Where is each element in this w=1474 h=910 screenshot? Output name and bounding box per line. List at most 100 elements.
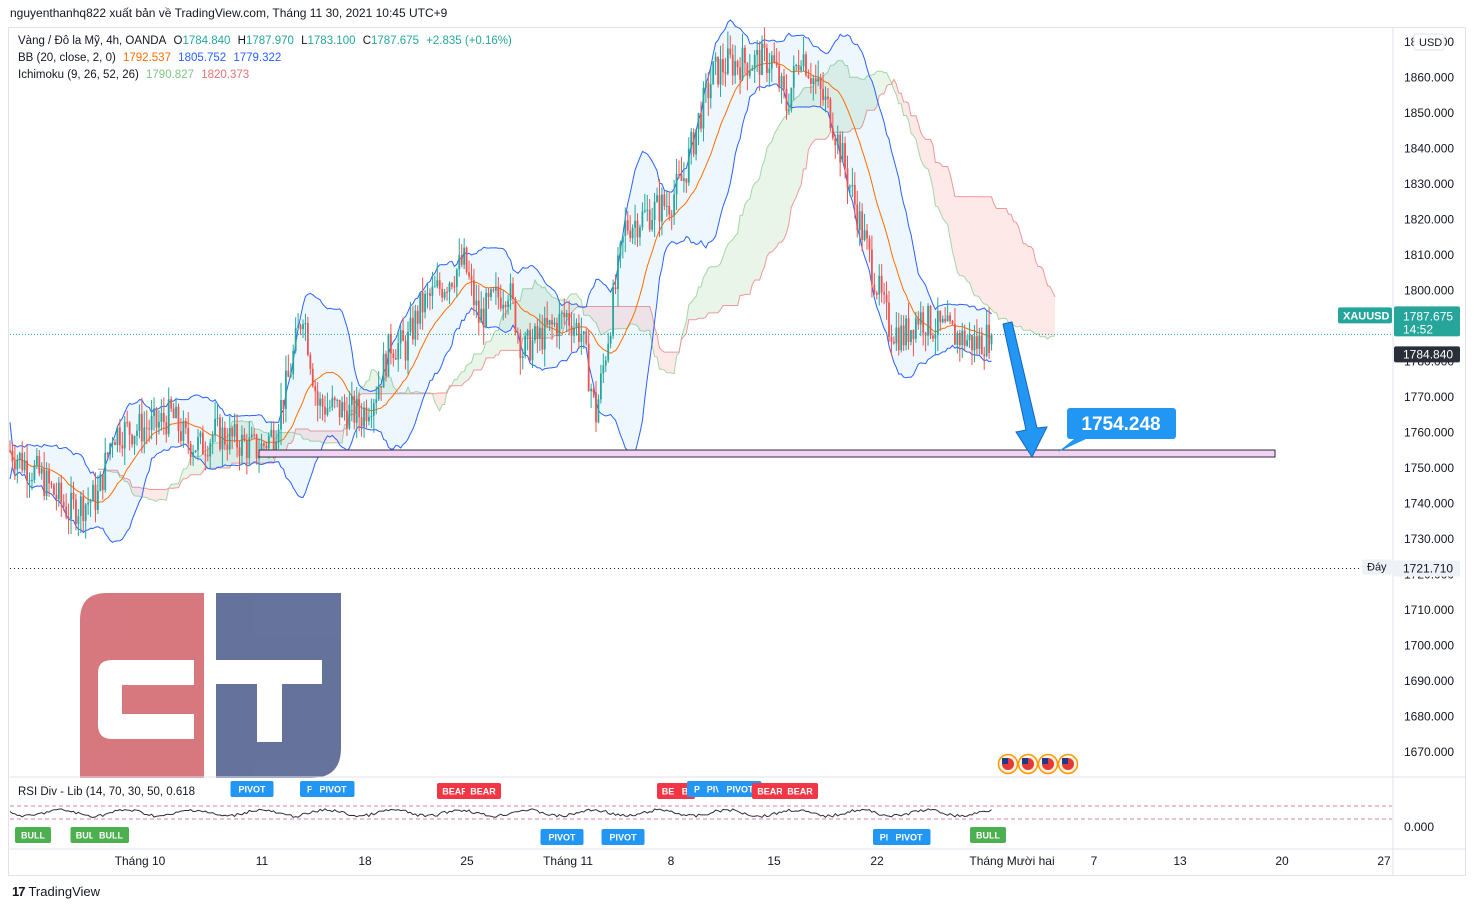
rsi-signal-text: PIVOT: [319, 785, 347, 795]
symbol-tag: [1338, 307, 1392, 324]
cloud-segment: [993, 203, 997, 313]
cloud-segment: [493, 330, 496, 358]
cloud-segment: [1011, 214, 1014, 326]
rsi-signal-text: BEAR: [470, 787, 496, 797]
target-label-pointer: [1058, 439, 1086, 452]
cloud-segment: [864, 75, 868, 119]
candle-body: [443, 291, 446, 298]
cloud-segment: [720, 256, 723, 310]
cloud-segment: [603, 306, 606, 334]
candle-body: [468, 272, 470, 277]
candle-body: [145, 427, 148, 429]
cloud-segment: [771, 134, 775, 253]
candle-body: [602, 365, 605, 374]
candle-body: [814, 78, 817, 82]
cloud-segment: [124, 478, 128, 482]
candle-body: [563, 312, 566, 318]
cloud-segment: [1023, 243, 1026, 331]
cloud-segment: [730, 239, 733, 306]
candle-body: [763, 43, 766, 48]
cloud-segment: [193, 456, 196, 475]
cloud-segment: [154, 489, 157, 502]
candle-body: [172, 408, 175, 419]
candle-body: [665, 205, 668, 207]
candle-body: [546, 317, 549, 325]
candle-body: [306, 323, 309, 355]
cloud-segment: [368, 370, 372, 394]
candle-body: [792, 65, 795, 88]
cloud-segment: [532, 280, 535, 339]
candle-body: [424, 293, 426, 313]
cloud-segment: [1042, 268, 1046, 337]
candle-body: [128, 422, 131, 435]
cloud-segment: [998, 208, 1002, 320]
candle-body: [534, 326, 536, 341]
candle-body: [263, 443, 265, 446]
candle-body: [590, 388, 593, 392]
candle-body: [26, 460, 28, 481]
cloud-segment: [908, 102, 911, 134]
candle-body: [294, 327, 297, 352]
candle-body: [216, 417, 219, 419]
candle-body: [404, 340, 407, 361]
cloud-segment: [818, 79, 821, 140]
y-tick-label: 1850.000: [1404, 106, 1454, 120]
candle-body: [714, 56, 717, 62]
candle-body: [578, 322, 580, 342]
candle-body: [363, 407, 365, 427]
cloud-segment: [337, 431, 340, 443]
cloud-segment: [295, 428, 299, 435]
cloud-segment: [813, 80, 816, 142]
cloud-segment: [910, 115, 914, 136]
footer-brand: TradingView: [28, 884, 101, 899]
cloud-segment: [442, 392, 445, 405]
candle-body: [722, 59, 724, 73]
candle-body: [543, 317, 546, 350]
candle-body: [114, 442, 116, 446]
legend-main: Vàng / Đô la Mỹ, 4h, OANDA O1784.840 H17…: [18, 35, 516, 47]
cloud-segment: [339, 431, 343, 444]
candle-body: [409, 317, 412, 332]
candle-body: [868, 238, 871, 250]
candle-body: [827, 96, 829, 99]
cloud-segment: [791, 100, 794, 208]
candle-body: [177, 406, 180, 432]
candle-body: [121, 445, 124, 449]
candle-body: [101, 474, 104, 491]
annotations: 1754.248: [997, 321, 1176, 775]
cloud-segment: [1001, 208, 1004, 319]
candles: [9, 27, 993, 539]
candle-body: [609, 335, 612, 344]
cloud-segment: [1040, 266, 1043, 337]
cloud-segment: [744, 200, 748, 295]
candle-body: [751, 68, 754, 71]
candle-body: [67, 517, 70, 519]
cloud-segment: [727, 241, 731, 306]
cloud-segment: [835, 60, 838, 133]
cloud-segment: [954, 196, 958, 273]
candle-body: [448, 283, 451, 292]
tradingview-footer[interactable]: 17 TradingView: [12, 884, 100, 899]
candle-body: [944, 318, 947, 322]
candle-body: [853, 184, 856, 205]
x-tick-label: 7: [1091, 854, 1098, 868]
candle-body: [282, 399, 285, 409]
cloud-segment: [796, 96, 799, 198]
cloud-segment: [525, 288, 528, 339]
candle-body: [695, 129, 698, 155]
cloud-segment: [161, 489, 164, 500]
cloud-segment: [212, 443, 216, 469]
cloud-segment: [158, 489, 162, 500]
candle-body: [558, 313, 561, 337]
candle-body: [407, 331, 409, 361]
candle-body: [807, 74, 810, 78]
cloud-segment: [476, 354, 479, 371]
rsi-signal-badge: [70, 827, 100, 843]
rsi-signal-badge: [540, 829, 584, 845]
cloud-segment: [303, 428, 306, 440]
candle-body: [961, 330, 964, 346]
candle-body: [31, 480, 33, 482]
candle-body: [350, 395, 353, 405]
cloud-segment: [312, 431, 316, 442]
